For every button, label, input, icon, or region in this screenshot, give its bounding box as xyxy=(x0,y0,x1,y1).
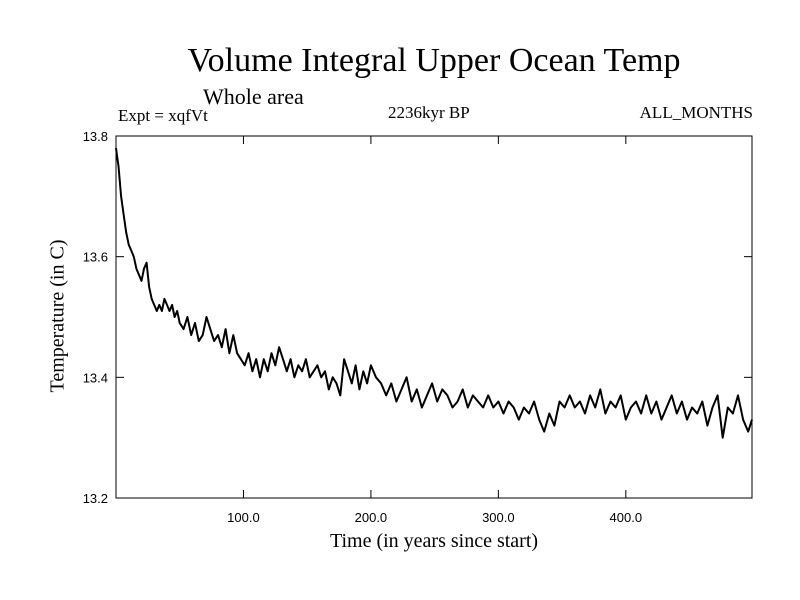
y-tick-label: 13.8 xyxy=(83,129,108,144)
x-tick-label: 100.0 xyxy=(227,510,260,525)
months-label: ALL_MONTHS xyxy=(639,103,753,122)
x-tick-label: 200.0 xyxy=(355,510,388,525)
plot-frame xyxy=(115,135,753,499)
x-axis-label: Time (in years since start) xyxy=(329,530,539,552)
axis-tick-labels: 100.0 200.0 300.0 400.0 13.2 13.4 13.6 13.8 xyxy=(83,129,642,525)
y-axis-label: Temperature (in C) xyxy=(46,239,69,393)
experiment-label: Expt = xqfVt xyxy=(118,106,208,125)
y-tick-label: 13.4 xyxy=(83,370,108,385)
y-tick-label: 13.6 xyxy=(83,250,108,265)
chart-subtitle: Whole area xyxy=(203,84,304,109)
period-label: 2236kyr BP xyxy=(388,103,470,122)
axis-ticks xyxy=(116,135,752,499)
temperature-series-line xyxy=(115,147,753,439)
y-tick-label: 13.2 xyxy=(83,491,108,506)
x-tick-label: 300.0 xyxy=(482,510,515,525)
x-tick-label: 400.0 xyxy=(610,510,643,525)
chart-title: Volume Integral Upper Ocean Temp xyxy=(187,42,681,79)
